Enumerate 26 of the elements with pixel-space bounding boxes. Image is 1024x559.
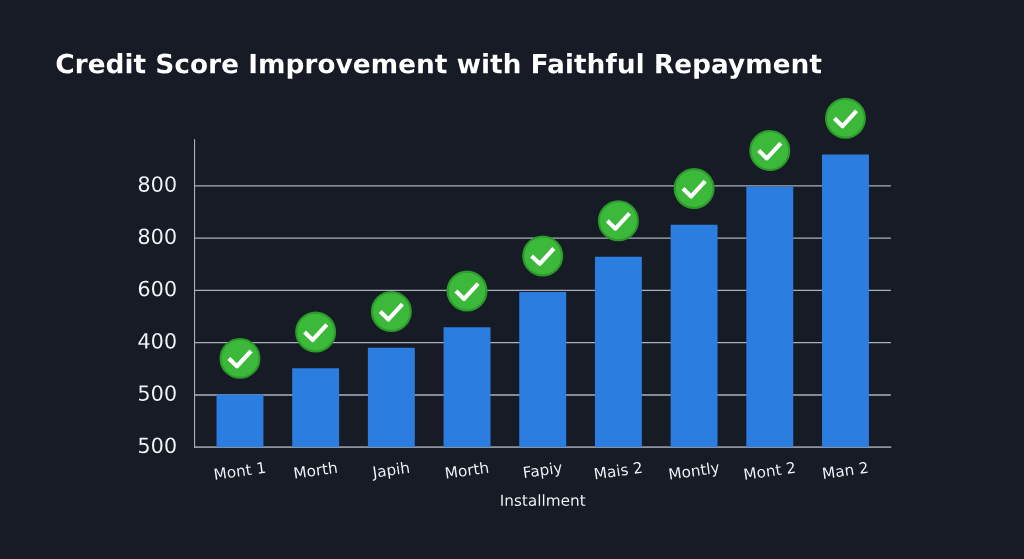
bar bbox=[670, 224, 718, 448]
x-tick-label: Montly bbox=[669, 461, 721, 483]
bar bbox=[822, 154, 869, 448]
x-tick-label: Fapiy bbox=[523, 461, 563, 482]
text: 500 bbox=[138, 385, 176, 401]
x-tick-label: Mais 2 bbox=[594, 461, 642, 480]
bar bbox=[746, 186, 794, 448]
x-tick-label: Mont 2 bbox=[744, 461, 796, 480]
bar bbox=[216, 394, 264, 448]
x-tick-label: Morth bbox=[294, 461, 338, 479]
x-tick-label: Mont 1 bbox=[214, 461, 266, 480]
x-tick-label: Japih bbox=[370, 461, 410, 482]
text: 800 bbox=[138, 176, 176, 192]
bar bbox=[292, 368, 340, 448]
text: 800 bbox=[138, 228, 176, 245]
bar bbox=[443, 327, 491, 448]
x-axis-title: Installment bbox=[501, 494, 586, 507]
text: 600 bbox=[138, 280, 176, 297]
bar bbox=[367, 347, 415, 448]
chart-title: Credit Score Improvement with Faithful Repayment bbox=[56, 53, 822, 79]
bar bbox=[594, 256, 642, 448]
text: 500 bbox=[138, 437, 176, 454]
bar bbox=[519, 292, 567, 448]
text: 400 bbox=[138, 332, 176, 349]
x-tick-label: Morth bbox=[445, 461, 489, 479]
x-tick-label: Man 2 bbox=[822, 461, 868, 480]
